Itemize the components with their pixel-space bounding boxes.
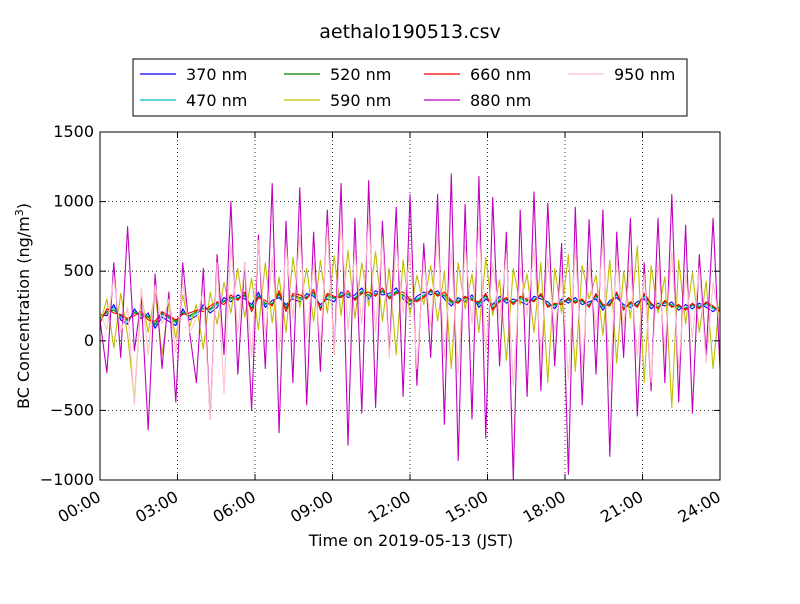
x-axis-label: Time on 2019-05-13 (JST) [308, 531, 513, 550]
series-line-880-nm [99, 173, 721, 481]
y-axis-label-main: BC Concentration (ng/m [14, 216, 33, 409]
series-line-470-nm [99, 290, 720, 327]
legend-box [132, 58, 688, 117]
gridlines [100, 132, 720, 480]
y-tick-label: 1000 [53, 192, 94, 211]
legend-label: 660 nm [470, 65, 531, 84]
legend-label: 470 nm [186, 91, 247, 110]
y-tick-label: 500 [63, 261, 94, 280]
legend-label: 880 nm [470, 91, 531, 110]
y-axis-label-close: ) [14, 203, 33, 209]
series-line-660-nm [99, 287, 721, 323]
legend-label: 370 nm [186, 65, 247, 84]
y-axis: −1000 −500 0 500 1000 1500 [40, 122, 720, 489]
legend-label: 520 nm [330, 65, 391, 84]
series-layer [99, 173, 721, 481]
legend-label: 950 nm [614, 65, 675, 84]
y-axis-label: BC Concentration (ng/m3) [13, 203, 33, 409]
y-axis-label-superscript: 3 [13, 209, 26, 216]
y-tick-label: −500 [50, 400, 94, 419]
series-line-950-nm [99, 217, 721, 420]
legend-label: 590 nm [330, 91, 391, 110]
chart-title: aethalo190513.csv [319, 21, 501, 43]
legend: 370 nm 470 nm 520 nm 590 nm 660 nm 880 nm 950 … [132, 58, 688, 117]
y-tick-label: 0 [84, 331, 94, 350]
series-line-370-nm [99, 287, 721, 329]
series-line-590-nm [99, 245, 721, 409]
y-tick-label: −1000 [40, 470, 94, 489]
y-tick-label: 1500 [53, 122, 94, 141]
